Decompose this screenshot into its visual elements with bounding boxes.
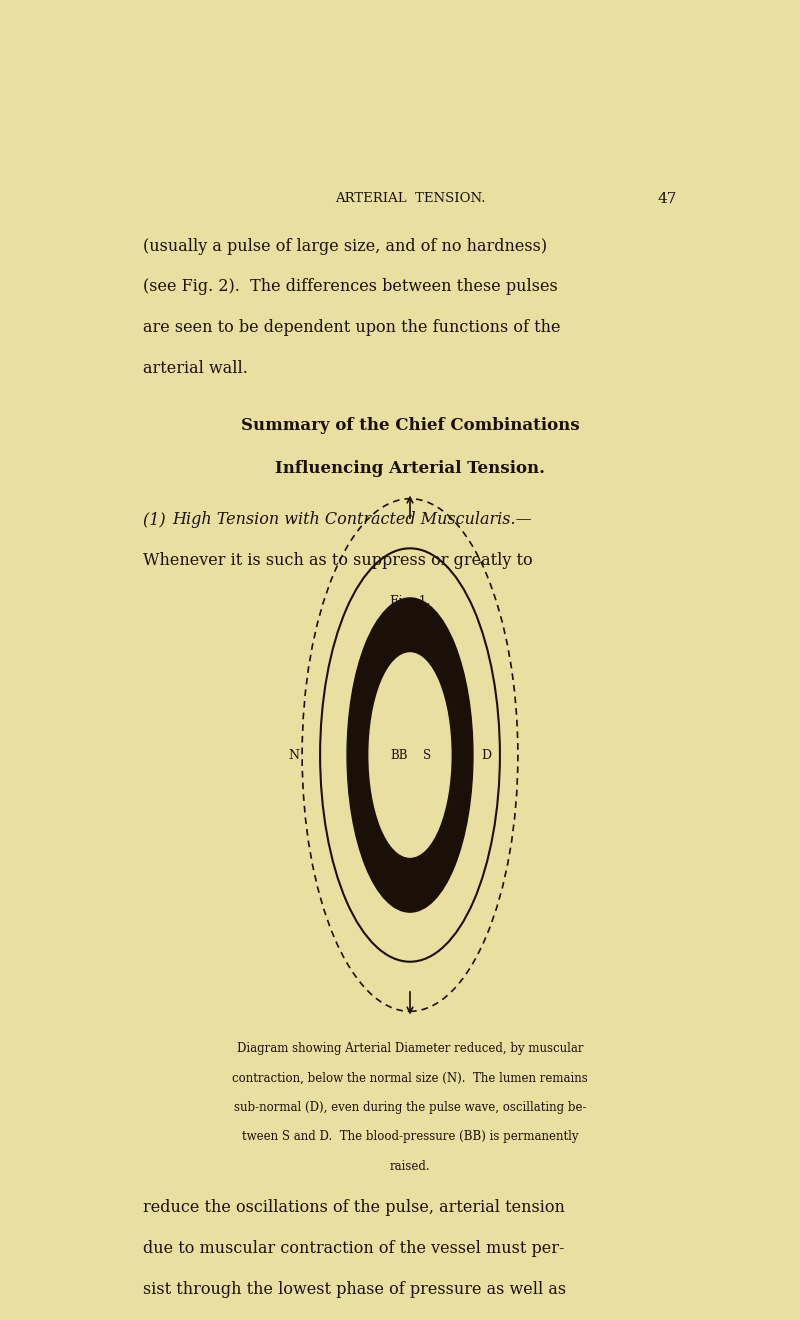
Text: reduce the oscillations of the pulse, arterial tension: reduce the oscillations of the pulse, ar… (143, 1200, 566, 1216)
Text: II: II (402, 634, 418, 652)
Text: arterial wall.: arterial wall. (143, 359, 248, 376)
Text: N: N (289, 748, 300, 762)
Text: Fig. 1.: Fig. 1. (390, 595, 430, 609)
Text: (usually a pulse of large size, and of no hardness): (usually a pulse of large size, and of n… (143, 238, 547, 255)
Text: (see Fig. 2).  The differences between these pulses: (see Fig. 2). The differences between th… (143, 279, 558, 296)
Text: contraction, below the normal size (N).  The lumen remains: contraction, below the normal size (N). … (232, 1072, 588, 1084)
Text: Influencing Arterial Tension.: Influencing Arterial Tension. (275, 461, 545, 478)
Text: Summary of the Chief Combinations: Summary of the Chief Combinations (241, 417, 579, 433)
Ellipse shape (347, 598, 473, 912)
Text: Whenever it is such as to suppress or greatly to: Whenever it is such as to suppress or gr… (143, 552, 533, 569)
Text: Diagram showing Arterial Diameter reduced, by muscular: Diagram showing Arterial Diameter reduce… (237, 1041, 583, 1055)
Text: are seen to be dependent upon the functions of the: are seen to be dependent upon the functi… (143, 319, 561, 337)
Ellipse shape (369, 653, 451, 857)
Text: High Tension with Contracted Muscularis.—: High Tension with Contracted Muscularis.… (173, 511, 532, 528)
Text: raised.: raised. (390, 1160, 430, 1172)
Text: 47: 47 (658, 191, 677, 206)
Text: ARTERIAL  TENSION.: ARTERIAL TENSION. (334, 191, 486, 205)
Text: due to muscular contraction of the vessel must per-: due to muscular contraction of the vesse… (143, 1239, 565, 1257)
Text: sist through the lowest phase of pressure as well as: sist through the lowest phase of pressur… (143, 1280, 566, 1298)
Text: tween S and D.  The blood-pressure (BB) is permanently: tween S and D. The blood-pressure (BB) i… (242, 1130, 578, 1143)
Text: (1): (1) (143, 511, 171, 528)
Text: D: D (482, 748, 492, 762)
Text: sub-normal (D), even during the pulse wave, oscillating be-: sub-normal (D), even during the pulse wa… (234, 1101, 586, 1114)
Text: BB: BB (390, 748, 407, 762)
Text: S: S (423, 748, 431, 762)
